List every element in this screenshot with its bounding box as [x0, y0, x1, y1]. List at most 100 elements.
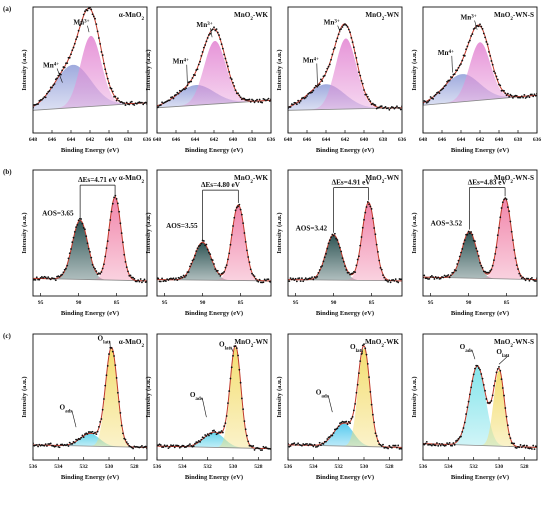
data-point: [353, 410, 355, 412]
data-point: [242, 222, 244, 224]
data-point: [323, 443, 325, 445]
data-point: [372, 217, 374, 219]
data-point: [334, 47, 336, 49]
data-point: [122, 241, 124, 243]
data-point: [235, 89, 237, 91]
data-point: [381, 269, 383, 271]
data-point: [390, 281, 392, 283]
data-point: [169, 99, 171, 101]
data-point: [324, 75, 326, 77]
data-point: [520, 444, 522, 446]
data-point: [375, 233, 377, 235]
data-point: [108, 229, 110, 231]
data-point: [244, 232, 246, 234]
data-point: [516, 264, 518, 266]
data-point: [330, 59, 332, 61]
data-point: [193, 258, 195, 260]
data-point: [247, 440, 249, 442]
x-tick-label: 638: [248, 137, 257, 143]
data-point: [228, 71, 230, 73]
data-point: [527, 95, 529, 97]
data-point: [503, 395, 505, 397]
data-point: [492, 394, 494, 396]
x-tick-label: 90: [76, 300, 82, 306]
data-point: [157, 106, 159, 108]
data-point: [362, 227, 364, 229]
data-point: [464, 422, 466, 424]
data-point: [498, 366, 500, 368]
data-point: [230, 244, 232, 246]
data-point: [459, 256, 461, 258]
data-point: [356, 57, 358, 59]
annotation-pointer: [187, 65, 188, 85]
data-point: [45, 276, 47, 278]
data-point: [312, 446, 314, 448]
data-point: [98, 426, 100, 428]
data-point: [499, 370, 501, 372]
data-point: [425, 101, 427, 103]
data-point: [128, 104, 130, 106]
data-point: [114, 96, 116, 98]
data-point: [212, 259, 214, 261]
data-point: [116, 377, 118, 379]
data-point: [511, 231, 513, 233]
data-point: [338, 33, 340, 35]
data-point: [470, 35, 472, 37]
data-point: [508, 96, 510, 98]
x-tick-label: 95: [293, 300, 299, 306]
data-point: [361, 236, 363, 238]
data-point: [125, 104, 127, 106]
data-point: [123, 102, 125, 104]
data-point: [235, 209, 237, 211]
data-point: [127, 443, 129, 445]
data-point: [107, 365, 109, 367]
data-point: [518, 273, 520, 275]
data-point: [354, 52, 356, 54]
data-point: [87, 10, 89, 12]
data-point: [525, 279, 527, 281]
data-point: [254, 449, 256, 451]
data-point: [523, 278, 525, 280]
panel-plot-c3: [287, 343, 403, 450]
data-point: [494, 253, 496, 255]
data-point: [472, 234, 474, 236]
data-point: [141, 282, 143, 284]
data-point: [90, 257, 92, 259]
panel-plot-b3: [287, 201, 403, 283]
data-point: [449, 276, 451, 278]
data-point: [508, 433, 510, 435]
data-point: [299, 102, 301, 104]
data-point: [118, 211, 120, 213]
data-point: [483, 384, 485, 386]
data-point: [199, 61, 201, 63]
data-point: [45, 96, 47, 98]
data-point: [304, 279, 306, 281]
data-point: [352, 272, 354, 274]
data-point: [226, 415, 228, 417]
data-point: [499, 216, 501, 218]
data-point: [255, 278, 257, 280]
data-point: [456, 263, 458, 265]
data-point: [325, 441, 327, 443]
data-point: [122, 432, 124, 434]
x-tick-label: 95: [162, 300, 168, 306]
data-point: [56, 77, 58, 79]
data-point: [189, 265, 191, 267]
data-point: [131, 101, 133, 103]
data-point: [493, 259, 495, 261]
data-point: [381, 105, 383, 107]
data-point: [376, 244, 378, 246]
data-point: [494, 380, 496, 382]
data-point: [334, 233, 336, 235]
delta-label: ΔEs=4.91 eV: [332, 179, 372, 187]
data-point: [125, 261, 127, 263]
data-point: [466, 45, 468, 47]
panel-title-a4: MnO2-WN-S: [494, 11, 534, 22]
x-tick-label: 530: [495, 464, 504, 470]
data-point: [106, 247, 108, 249]
data-point: [207, 37, 209, 39]
data-point: [95, 23, 97, 25]
data-point: [460, 252, 462, 254]
data-point: [139, 281, 141, 283]
data-point: [295, 102, 297, 104]
